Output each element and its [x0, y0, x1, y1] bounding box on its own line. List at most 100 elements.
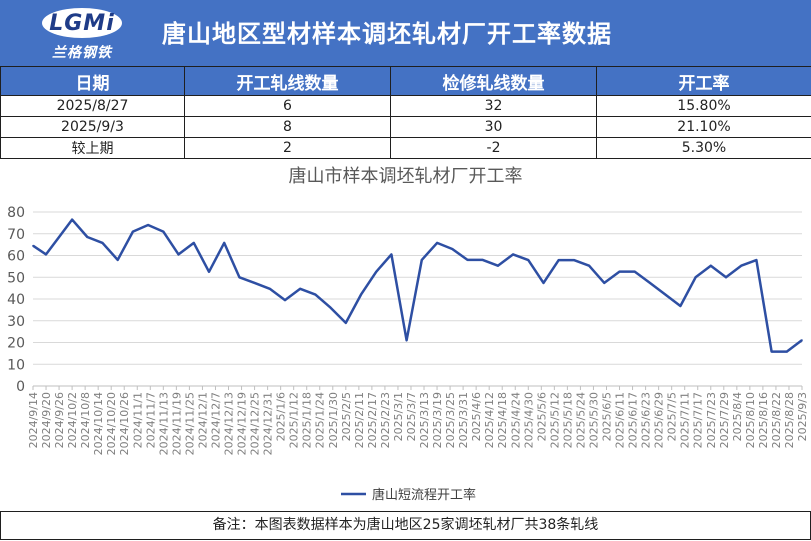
x-tick-label: 2024/12/13 — [223, 392, 236, 455]
data-point — [268, 287, 271, 290]
x-tick-label: 2025/3/31 — [457, 392, 470, 448]
column-header-maintenance-lines: 检修轧线数量 — [390, 66, 597, 96]
x-tick-label: 2025/8/16 — [757, 392, 770, 448]
cell-maintenance-lines: 30 — [390, 116, 597, 138]
data-point — [116, 259, 119, 261]
x-tick-label: 2024/12/19 — [236, 392, 249, 455]
chart-title: 唐山市样本调坯轧材厂开工率 — [288, 166, 523, 187]
data-point — [45, 253, 47, 256]
data-point — [709, 264, 712, 267]
x-tick-label: 2024/9/14 — [27, 392, 40, 448]
x-tick-label: 2025/4/18 — [496, 392, 509, 448]
cell-date: 2025/9/3 — [0, 116, 185, 138]
y-tick-label: 70 — [7, 227, 25, 243]
x-tick-label: 2024/11/19 — [170, 392, 183, 455]
column-header-active-lines: 开工轧线数量 — [184, 66, 391, 96]
data-point — [147, 224, 149, 226]
x-tick-label: 2025/3/25 — [444, 392, 457, 448]
x-tick-label: 2025/6/5 — [600, 392, 613, 441]
cell-active-lines: 6 — [184, 95, 391, 117]
x-tick-label: 2024/10/20 — [105, 392, 118, 455]
cell-utilization-rate: 21.10% — [596, 116, 811, 138]
data-point — [375, 271, 378, 273]
x-tick-label: 2025/7/29 — [718, 392, 731, 448]
data-point — [436, 242, 438, 244]
data-point — [573, 259, 575, 261]
data-point — [58, 236, 60, 238]
data-point — [649, 282, 651, 284]
data-point — [497, 264, 499, 267]
chart-container: 唐山市样本调坯轧材厂开工率 0 10 20 30 40 50 60 70 80 2024/9/14… — [0, 160, 811, 510]
cell-maintenance-lines: 32 — [390, 95, 597, 117]
data-point — [618, 270, 621, 273]
data-point — [132, 230, 134, 233]
data-point — [177, 253, 180, 256]
x-tick-label: 2024/11/7 — [144, 392, 157, 448]
data-point — [633, 270, 636, 273]
x-tick-label: 2025/9/3 — [796, 392, 809, 441]
data-point — [314, 293, 317, 296]
x-tick-label: 2025/2/11 — [353, 392, 366, 448]
data-point — [694, 276, 697, 279]
x-tick-label: 2025/5/12 — [548, 392, 561, 448]
data-point — [329, 306, 332, 309]
logo-mark: LGMi — [42, 8, 122, 38]
cell-utilization-rate: 5.30% — [596, 137, 811, 159]
data-point — [527, 259, 530, 261]
x-tick-label: 2025/1/12 — [288, 392, 301, 448]
y-tick-label: 30 — [7, 314, 25, 330]
footer-note: 备注：本图表数据样本为唐山地区25家调坯轧材厂共38条轧线 — [0, 511, 811, 540]
x-tick-label: 2025/2/23 — [379, 392, 392, 448]
x-tick-label: 2025/4/30 — [522, 392, 535, 448]
data-point — [345, 322, 347, 324]
x-tick-label: 2024/11/1 — [131, 392, 144, 448]
data-point — [740, 264, 742, 267]
x-tick-label: 2025/6/23 — [640, 392, 653, 448]
table-row: 2025/9/3 8 30 21.10% — [0, 116, 811, 138]
y-tick-label: 40 — [7, 292, 25, 308]
logo-text: 兰格钢铁 — [52, 45, 112, 61]
data-point — [664, 293, 666, 296]
data-point — [512, 253, 514, 256]
data-point — [86, 236, 89, 238]
cell-active-lines: 8 — [184, 116, 391, 138]
x-tick-label: 2024/12/1 — [196, 392, 209, 448]
data-point — [32, 244, 34, 247]
data-point — [71, 218, 73, 221]
data-point — [238, 276, 241, 279]
legend-label: 唐山短流程开工率 — [372, 487, 476, 503]
x-tick-label: 2025/8/28 — [783, 392, 796, 448]
data-point — [162, 230, 165, 233]
data-point — [542, 282, 545, 284]
x-tick-label: 2025/5/18 — [561, 392, 574, 448]
x-tick-label: 2025/3/13 — [418, 392, 431, 448]
x-tick-label: 2025/2/17 — [366, 392, 379, 448]
x-tick-label: 2025/5/6 — [535, 392, 548, 441]
data-point — [253, 282, 256, 284]
y-tick-label: 0 — [16, 379, 25, 395]
data-point — [588, 264, 590, 267]
x-tick-label: 2024/11/25 — [183, 392, 196, 455]
data-point — [101, 242, 104, 244]
data-point — [481, 259, 484, 261]
x-tick-label: 2025/4/12 — [483, 392, 496, 448]
data-point — [284, 299, 286, 301]
data-point — [299, 287, 301, 290]
summary-header-row: 日期 开工轧线数量 检修轧线数量 开工率 — [0, 66, 811, 96]
x-tick-label: 2024/11/13 — [157, 392, 170, 455]
cell-date: 较上期 — [0, 137, 185, 159]
data-point — [466, 259, 469, 261]
cell-utilization-rate: 15.80% — [596, 95, 811, 117]
x-tick-label: 2025/7/5 — [666, 392, 679, 441]
data-point — [390, 253, 393, 256]
x-tick-label: 2024/9/20 — [40, 392, 53, 448]
data-point — [451, 248, 454, 250]
cell-date: 2025/8/27 — [0, 95, 185, 117]
company-logo: LGMi 兰格钢铁 — [36, 6, 128, 61]
cell-maintenance-lines: -2 — [390, 137, 597, 159]
x-tick-label: 2024/12/25 — [249, 392, 262, 455]
data-point — [360, 293, 362, 296]
data-point — [603, 282, 606, 284]
x-tick-label: 2025/1/6 — [275, 392, 288, 441]
